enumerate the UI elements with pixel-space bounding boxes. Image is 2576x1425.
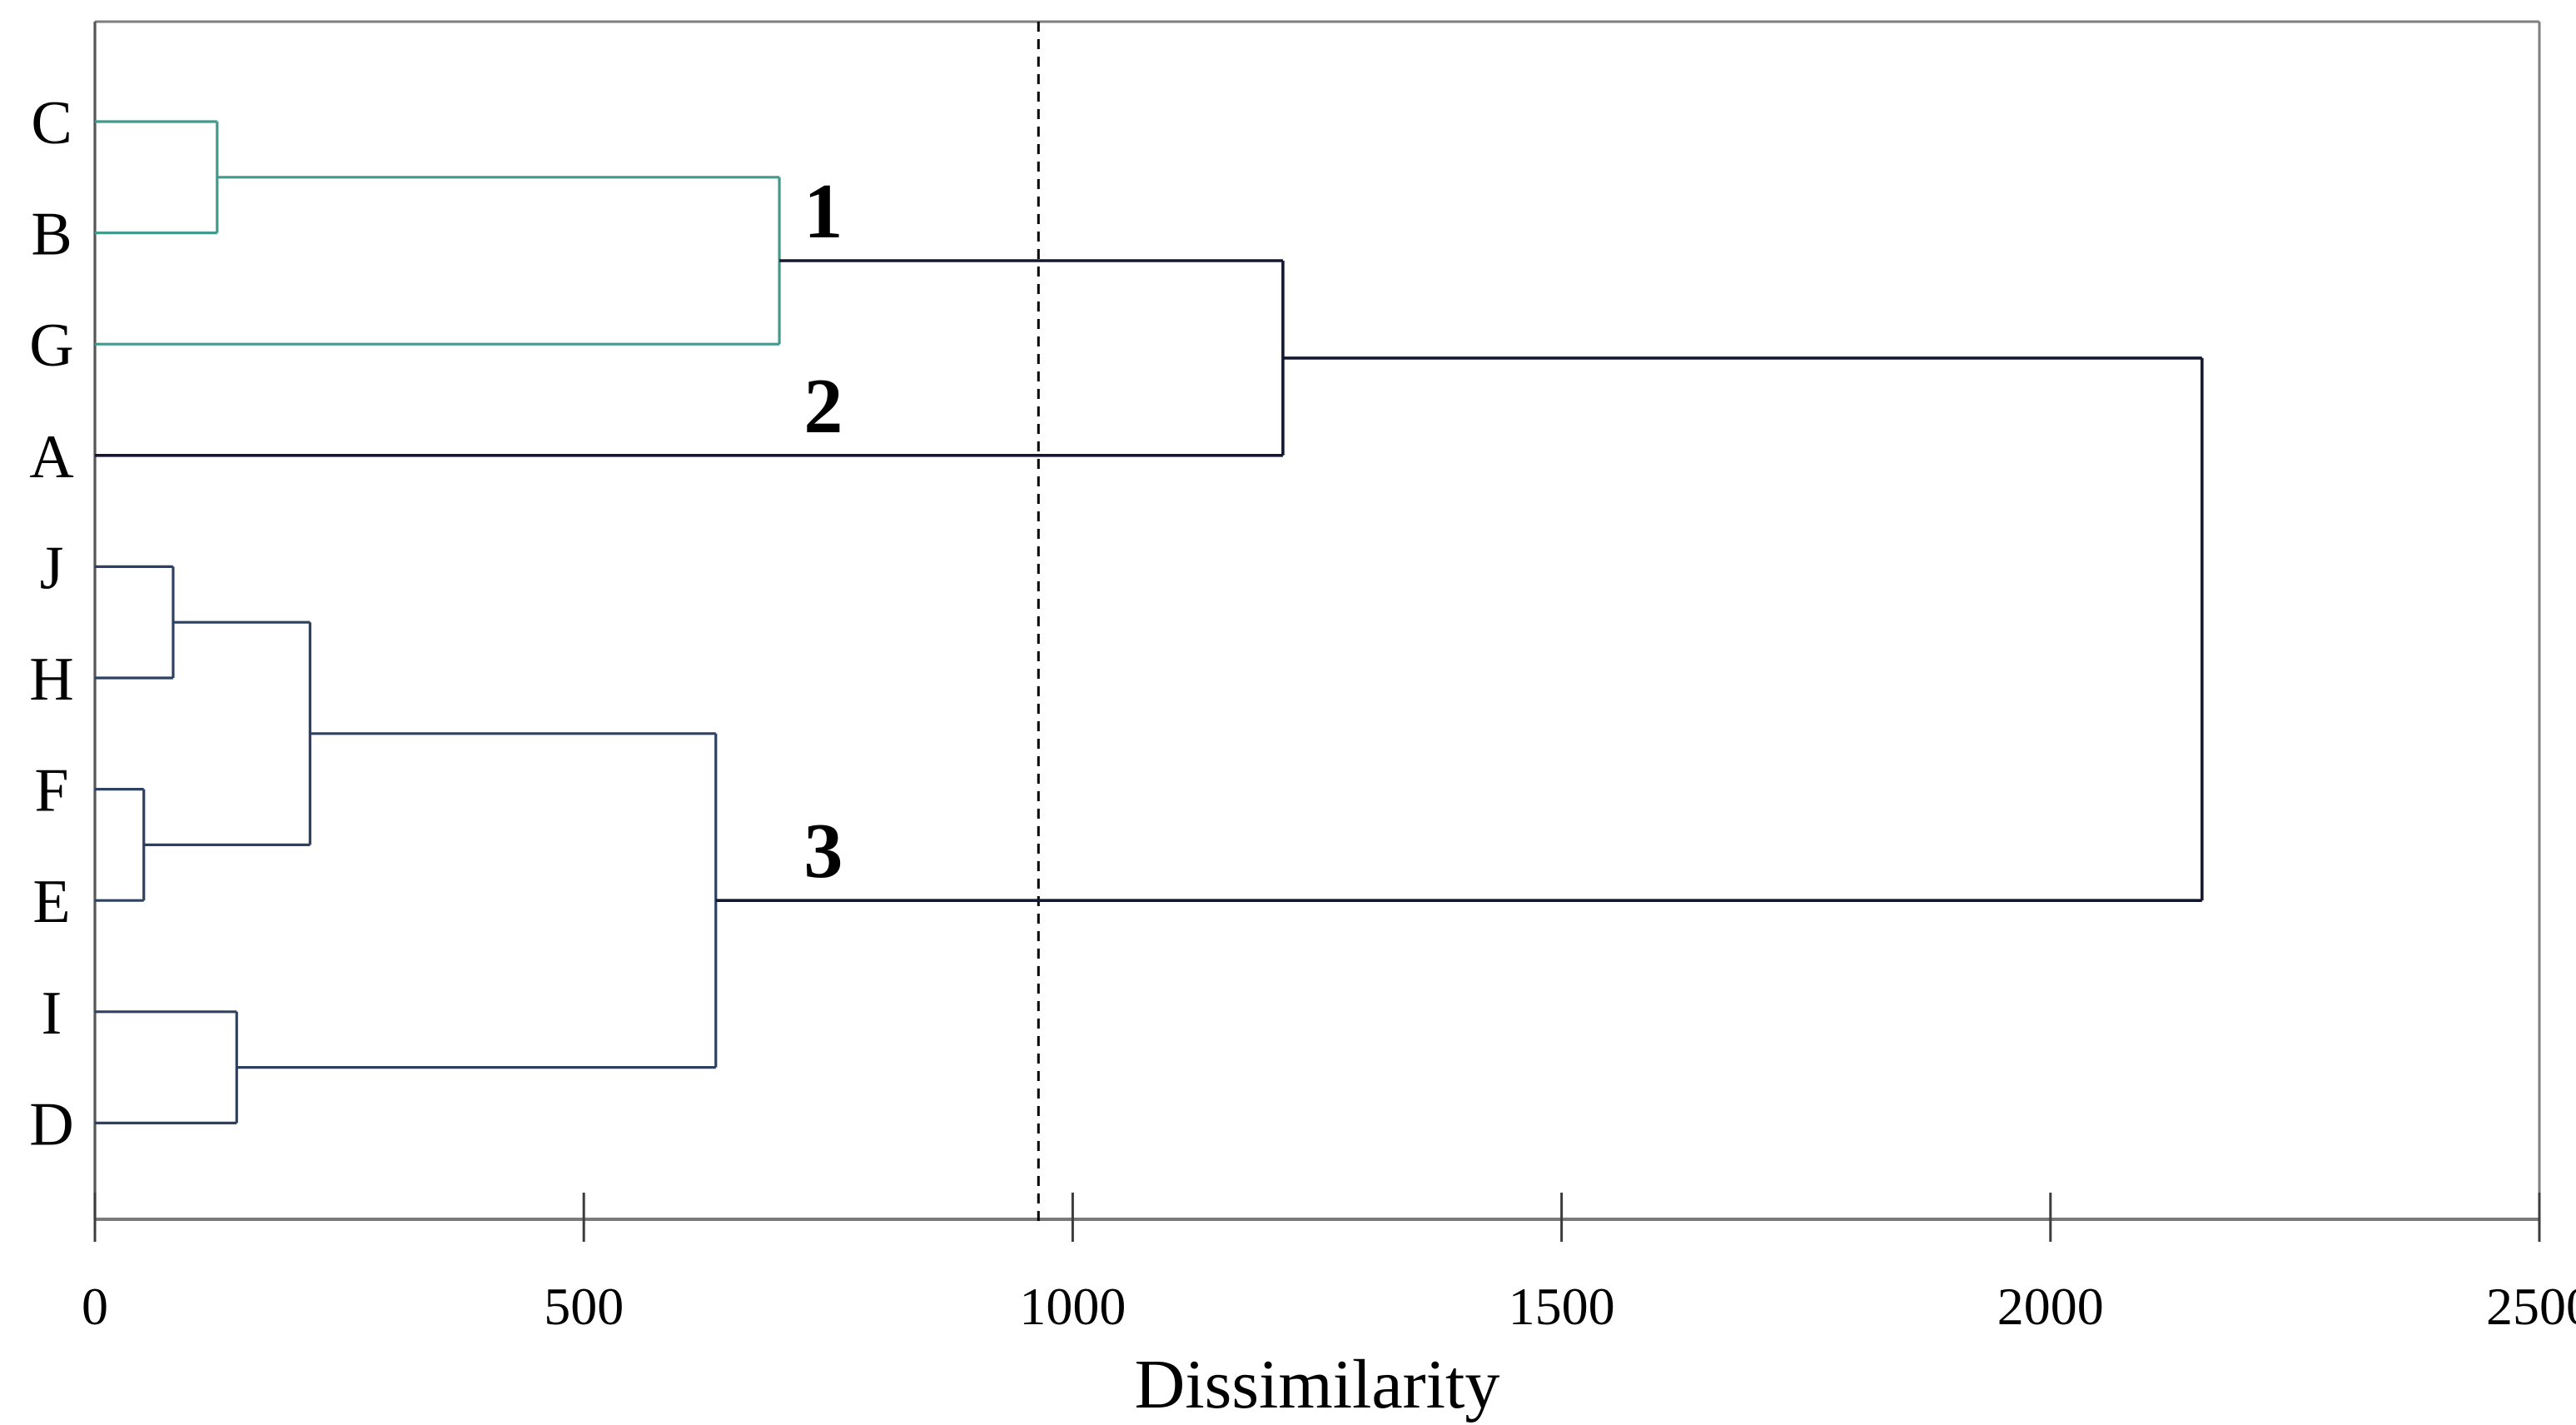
cluster-label-2: 2	[803, 363, 843, 450]
leaf-label-I: I	[42, 979, 62, 1048]
leaf-label-H: H	[29, 645, 73, 714]
leaf-label-F: F	[34, 757, 68, 825]
x-tick-label-0: 0	[82, 1277, 108, 1336]
x-axis: 0 500 1000 1500 2000 2500	[82, 1193, 2576, 1336]
x-tick-label-500: 500	[544, 1277, 624, 1336]
leaf-label-E: E	[32, 868, 70, 936]
cluster-label-3: 3	[803, 808, 843, 894]
x-tick-label-1500: 1500	[1509, 1277, 1615, 1336]
leaf-label-A: A	[29, 423, 73, 491]
dendrogram-branches	[95, 120, 2204, 1125]
x-tick-label-2000: 2000	[1997, 1277, 2104, 1336]
leaf-label-J: J	[40, 534, 64, 602]
x-axis-title: Dissimilarity	[1135, 1346, 1500, 1423]
leaf-label-D: D	[29, 1090, 73, 1158]
cluster-number-labels: 1 2 3	[803, 168, 843, 894]
plot-frame	[93, 20, 2541, 1221]
leaf-label-G: G	[29, 311, 73, 380]
x-tick-label-1000: 1000	[1019, 1277, 1126, 1336]
cluster-label-1: 1	[803, 168, 843, 255]
leaf-label-B: B	[31, 201, 72, 269]
leaf-label-C: C	[31, 89, 72, 157]
x-tick-label-2500: 2500	[2486, 1277, 2576, 1336]
